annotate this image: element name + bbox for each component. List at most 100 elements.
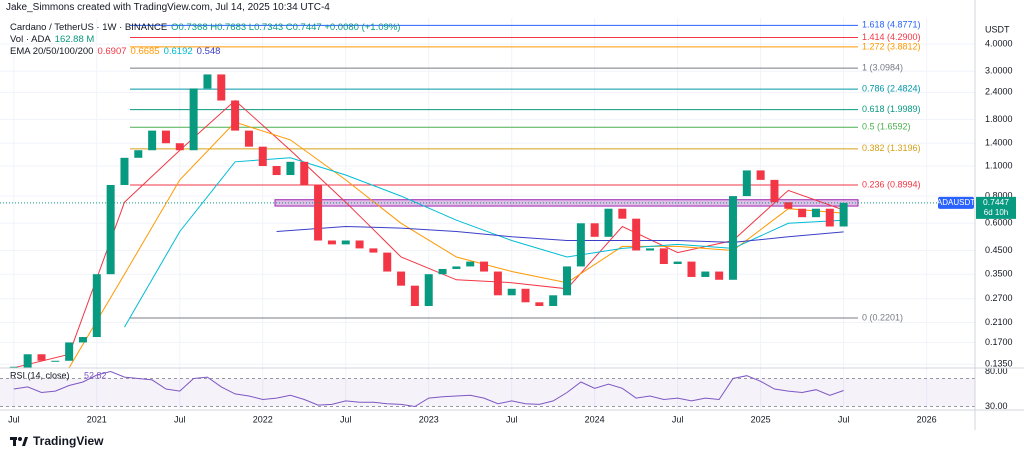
candle xyxy=(480,261,489,272)
x-tick-label: 2025 xyxy=(751,414,771,424)
ema-line xyxy=(68,121,844,368)
candle xyxy=(673,261,682,264)
candle xyxy=(424,274,433,306)
logo xyxy=(10,437,28,446)
y-tick-label: 0.3500 xyxy=(985,269,1013,279)
fib-label: 0.236 (0.8994) xyxy=(862,179,921,189)
currency: USDT xyxy=(985,24,1010,34)
candle xyxy=(784,202,793,209)
candle xyxy=(134,150,143,158)
fib-label: 0.5 (1.6592) xyxy=(862,122,911,132)
candle xyxy=(742,170,751,197)
candle xyxy=(811,208,820,218)
candle xyxy=(217,74,226,101)
fib-label: 1 (3.0984) xyxy=(862,63,903,73)
candle xyxy=(314,184,323,241)
candle xyxy=(51,360,60,362)
candle xyxy=(576,223,585,267)
y-tick-label: 0.2100 xyxy=(985,317,1013,327)
candle xyxy=(300,161,309,185)
rsi-label: RSI (14, close) xyxy=(10,370,70,380)
fib-label: 1.414 (4.2900) xyxy=(862,32,921,42)
caption: Jake_Simmons created with TradingView.co… xyxy=(6,2,330,13)
candle xyxy=(563,266,572,296)
candle xyxy=(272,166,281,176)
ema-line xyxy=(124,157,844,328)
candle xyxy=(549,295,558,306)
candle xyxy=(687,261,696,277)
candle xyxy=(438,268,447,275)
rsi-band xyxy=(0,378,975,407)
x-tick-label: 2024 xyxy=(585,414,605,424)
x-tick-label: 2022 xyxy=(253,414,273,424)
y-tick-label: 0.1700 xyxy=(985,337,1013,347)
y-tick-label: 0.6000 xyxy=(985,218,1013,228)
rsi-line xyxy=(13,370,844,408)
footer: TradingView xyxy=(10,434,103,448)
volume-value: 162.88 M xyxy=(54,34,95,45)
price-badge-value: 0.7447 xyxy=(983,197,1009,207)
ema-value: 0.6192 xyxy=(163,46,193,57)
fib-label: 0.786 (2.4824) xyxy=(862,83,921,93)
candle xyxy=(466,261,475,267)
ema-value: 0.6685 xyxy=(130,46,160,57)
brand: TradingView xyxy=(33,434,104,448)
candle xyxy=(231,100,240,131)
candle xyxy=(355,240,364,249)
candle xyxy=(646,248,654,251)
rsi-value: 52.82 xyxy=(84,370,107,380)
candle xyxy=(258,146,267,167)
candle xyxy=(161,130,170,144)
fib-label: 0.618 (1.9989) xyxy=(862,104,921,114)
y-tick-label: 1.4000 xyxy=(985,138,1013,148)
countdown: 6d 10h xyxy=(984,208,1008,217)
ema-value: 0.548 xyxy=(196,46,221,57)
x-tick-label: Jul xyxy=(838,414,850,424)
ohlc: O0.7368 H0.7683 L0.7343 C0.7447 +0.0080 … xyxy=(171,22,401,33)
candle xyxy=(452,266,461,269)
candle xyxy=(770,179,779,203)
candle xyxy=(604,208,613,237)
rsi-tick-label: 80.00 xyxy=(985,366,1008,376)
candle xyxy=(410,285,419,306)
candle xyxy=(369,248,378,253)
x-tick-label: Jul xyxy=(340,414,352,424)
y-tick-label: 1.1000 xyxy=(985,160,1013,170)
candle xyxy=(535,302,544,306)
candle xyxy=(244,130,253,147)
candle xyxy=(327,240,336,245)
symbol-badge-label: ADAUSDT xyxy=(937,198,975,207)
y-tick-label: 0.1350 xyxy=(985,359,1013,369)
x-tick-label: Jul xyxy=(8,414,20,424)
x-tick-label: 2021 xyxy=(87,414,107,424)
candle xyxy=(148,130,157,151)
symbol-title: Cardano / TetherUS · 1W · BINANCE xyxy=(10,22,168,33)
y-tick-label: 1.8000 xyxy=(985,114,1013,124)
candle xyxy=(106,184,115,275)
ema-value: 0.6907 xyxy=(97,46,127,57)
candle xyxy=(120,157,129,185)
y-tick-label: 4.0000 xyxy=(985,38,1013,48)
candle xyxy=(659,248,668,264)
candle xyxy=(286,161,295,176)
candle xyxy=(701,271,710,277)
candle xyxy=(9,366,18,368)
candle xyxy=(798,208,807,218)
candle xyxy=(383,252,392,272)
candle xyxy=(23,354,32,368)
candle xyxy=(37,354,46,361)
y-tick-label: 3.0000 xyxy=(985,66,1013,76)
x-tick-label: Jul xyxy=(174,414,186,424)
fib-label: 1.272 (3.8812) xyxy=(862,41,921,51)
price-badge xyxy=(976,196,1016,219)
candle xyxy=(825,208,834,227)
y-tick-label: 0.4500 xyxy=(985,245,1013,255)
candle xyxy=(189,88,198,151)
x-tick-label: Jul xyxy=(672,414,684,424)
candle xyxy=(397,271,406,286)
fib-label: 1.618 (4.8771) xyxy=(862,20,921,30)
candle xyxy=(65,342,74,361)
candle xyxy=(618,208,627,219)
y-tick-label: 0.8000 xyxy=(985,190,1013,200)
